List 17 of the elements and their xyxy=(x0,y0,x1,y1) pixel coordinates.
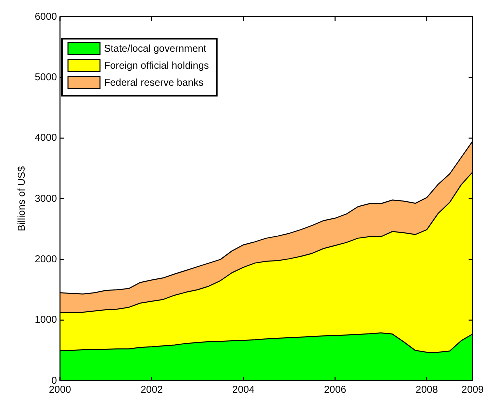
legend-label: Federal reserve banks xyxy=(104,78,204,89)
legend-label: Foreign official holdings xyxy=(104,60,210,72)
y-tick-label: 2000 xyxy=(34,254,58,266)
legend-label: State/local government xyxy=(104,44,207,55)
y-tick-label: 3000 xyxy=(34,194,58,205)
y-tick-label: 1000 xyxy=(34,315,58,326)
y-axis-title: Billions of US$ xyxy=(16,166,28,232)
x-tick-label: 2000 xyxy=(49,384,72,396)
y-tick-label: 6000 xyxy=(34,12,58,23)
y-tick-label: 5000 xyxy=(34,72,58,84)
x-tick-label: 2009 xyxy=(462,384,484,396)
x-tick-label: 2002 xyxy=(140,384,164,396)
y-tick-label: 4000 xyxy=(34,133,58,144)
y-tick-label: 0 xyxy=(52,376,58,387)
x-tick-label: 2008 xyxy=(416,384,439,396)
x-tick-label: 2004 xyxy=(232,384,256,396)
x-tick-label: 2006 xyxy=(324,384,347,396)
